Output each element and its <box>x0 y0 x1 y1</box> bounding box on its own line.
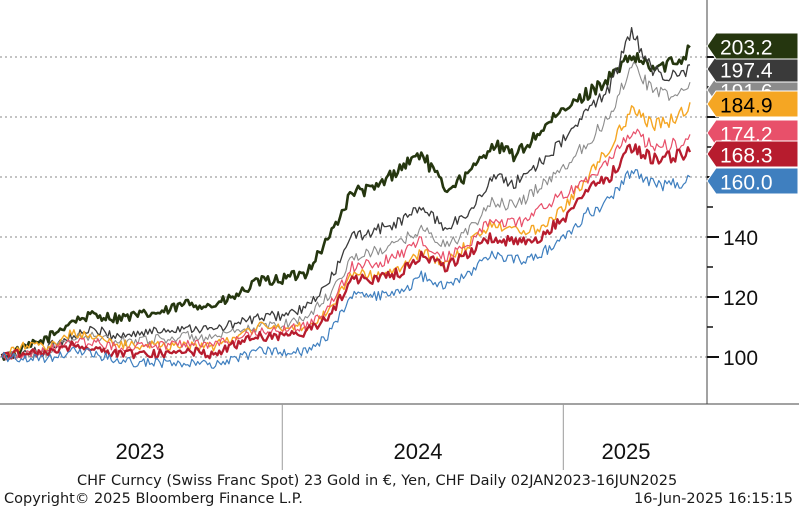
label-box <box>706 32 799 60</box>
label-text: 160.0 <box>720 172 773 195</box>
x-year-label: 2023 <box>116 439 165 464</box>
copyright: Copyright© 2025 Bloomberg Finance L.P. <box>4 491 303 507</box>
y-tick-label: 120 <box>723 287 758 310</box>
x-year-label: 2025 <box>602 439 651 464</box>
series-line <box>0 143 692 360</box>
series-line <box>1 128 691 361</box>
y-tick-label: 100 <box>723 347 758 370</box>
label-box <box>706 167 799 195</box>
last-value-label: 203.2 <box>706 32 799 60</box>
y-tick-labels: 100 120 140 <box>723 227 758 370</box>
timestamp: 16-Jun-2025 16:15:15 <box>633 491 793 507</box>
label-box <box>706 140 799 168</box>
series-lines <box>0 26 692 369</box>
last-value-label: 184.9 <box>706 90 799 118</box>
gridlines <box>0 56 707 358</box>
series-line <box>1 61 691 360</box>
axes <box>0 0 799 470</box>
series-line <box>1 169 691 369</box>
label-box <box>706 55 799 83</box>
x-year-labels: 2023 2024 2025 <box>116 439 651 464</box>
last-value-label: 197.4 <box>706 55 799 83</box>
y-tick-label: 140 <box>723 227 758 250</box>
last-value-label: 168.3 <box>706 140 799 168</box>
label-box <box>706 90 799 118</box>
last-value-label: 160.0 <box>706 167 799 195</box>
chart-description: CHF Curncy (Swiss Franc Spot) 23 Gold in… <box>77 473 678 489</box>
label-text: 168.3 <box>720 145 773 168</box>
x-year-label: 2024 <box>394 439 443 464</box>
label-text: 203.2 <box>720 37 773 60</box>
label-text: 184.9 <box>720 95 773 118</box>
series-line <box>0 44 691 361</box>
label-text: 197.4 <box>720 60 773 83</box>
series-line <box>1 26 691 360</box>
